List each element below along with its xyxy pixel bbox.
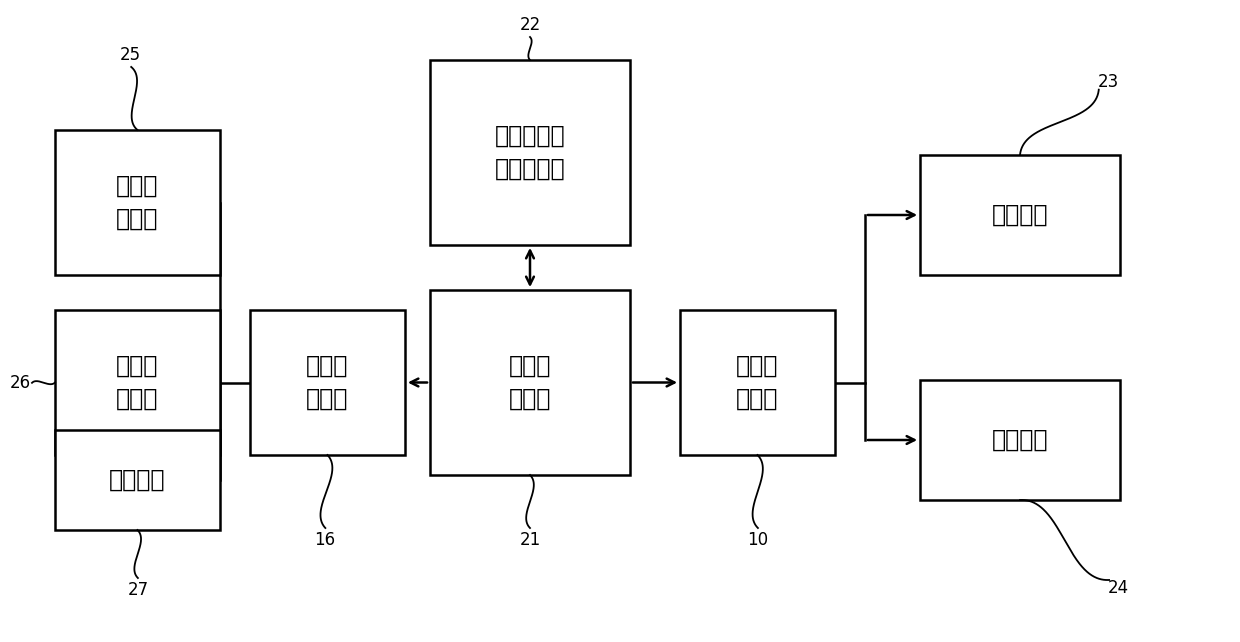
Bar <box>55 130 219 275</box>
Text: 24: 24 <box>1107 579 1128 597</box>
Bar <box>680 310 835 455</box>
Bar <box>430 290 630 475</box>
Text: 26: 26 <box>10 374 31 392</box>
Text: 运动控
制模块: 运动控 制模块 <box>737 354 779 412</box>
Text: 23: 23 <box>1097 73 1118 91</box>
Text: 磁钉检测: 磁钉检测 <box>992 428 1048 452</box>
Bar <box>920 155 1120 275</box>
Text: 悬挂模块: 悬挂模块 <box>109 468 166 492</box>
Bar <box>430 60 630 245</box>
Text: 运动控
制单元: 运动控 制单元 <box>306 354 348 412</box>
Text: 22: 22 <box>520 16 541 34</box>
Text: 16: 16 <box>315 531 336 549</box>
Bar <box>920 380 1120 500</box>
Text: 路径纠
偏模块: 路径纠 偏模块 <box>117 354 159 412</box>
Text: 车轮驱
动模块: 车轮驱 动模块 <box>117 174 159 231</box>
Text: 无线位置实
时显示模块: 无线位置实 时显示模块 <box>495 124 565 181</box>
Bar <box>55 310 219 455</box>
Bar <box>55 430 219 530</box>
Text: 10: 10 <box>748 531 769 549</box>
Text: 27: 27 <box>128 581 149 599</box>
Text: 速度控制: 速度控制 <box>992 203 1048 227</box>
Text: 运动控
制系统: 运动控 制系统 <box>508 354 552 412</box>
Text: 25: 25 <box>119 46 140 64</box>
Text: 21: 21 <box>520 531 541 549</box>
Bar <box>250 310 405 455</box>
